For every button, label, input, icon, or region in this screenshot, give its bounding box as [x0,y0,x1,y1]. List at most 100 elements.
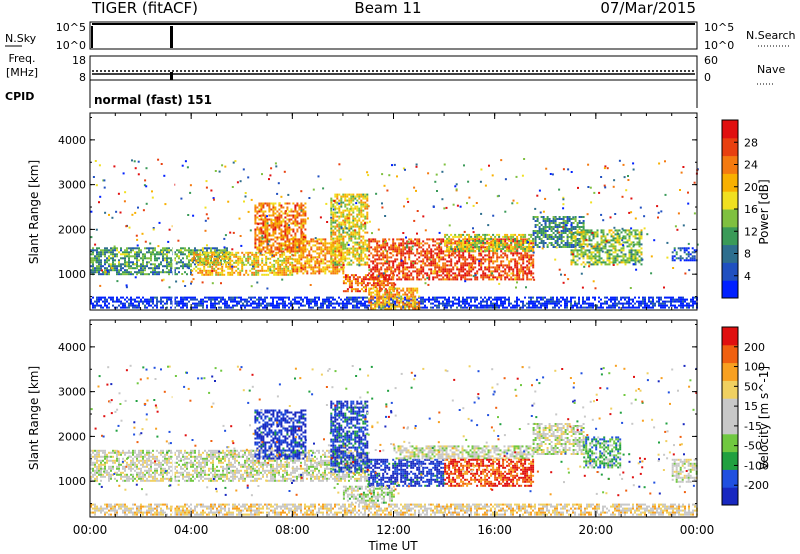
data-cell [638,237,641,240]
data-cell [250,304,252,307]
data-cell [288,218,291,221]
data-cell [198,249,200,252]
data-cell [552,238,555,240]
data-cell [438,256,441,259]
data-cell [528,243,531,246]
data-cell [110,296,112,299]
data-cell [284,216,287,219]
data-cell [442,262,445,265]
data-cell [482,246,485,249]
data-cell [428,252,431,255]
data-cell [604,247,607,250]
data-cell [458,274,461,277]
data-cell [458,245,461,248]
data-cell [492,238,495,241]
data-cell [396,258,399,261]
data-cell [286,226,289,229]
data-cell [240,304,242,307]
data-cell [328,250,331,253]
data-cell [434,258,437,261]
data-cell [195,259,198,262]
data-cell [464,245,467,248]
data-cell [352,231,355,234]
data-cell [108,273,110,276]
data-cell [306,262,309,265]
data-cell [550,226,553,228]
data-cell [286,224,289,227]
data-cell [258,306,260,309]
data-cell [448,270,451,273]
data-cell [462,238,465,241]
data-cell [278,250,281,253]
data-cell [470,258,473,261]
data-cell [207,265,210,268]
data-cell [338,223,341,226]
data-cell [134,247,136,250]
data-cell [366,261,369,264]
data-cell [278,236,281,239]
data-cell [132,304,134,307]
data-cell [578,249,581,252]
data-cell [492,260,495,263]
data-cell [426,256,429,259]
data-cell [480,276,483,279]
data-cell [588,249,591,252]
data-cell [336,302,338,305]
data-cell [274,228,277,231]
data-cell [257,271,260,274]
data-cell [308,262,311,265]
data-cell [304,270,307,273]
data-cell [358,290,361,293]
data-cell [196,249,198,252]
data-cell [209,255,212,258]
data-cell [270,304,272,307]
data-cell [124,253,126,256]
data-cell [300,220,303,223]
data-cell [264,232,267,235]
data-cell [279,269,282,272]
data-cell [378,286,381,289]
data-cell [273,269,276,272]
data-cell [350,284,353,287]
data-cell [142,259,144,262]
data-cell [578,253,581,256]
data-cell [112,263,114,266]
data-cell [366,249,369,252]
data-cell [528,254,531,257]
data-cell [233,271,236,274]
data-cell [578,228,581,230]
data-cell [364,205,367,208]
data-cell [278,226,281,229]
data-cell [374,250,377,253]
data-cell [484,276,487,279]
data-cell [360,247,363,250]
data-cell [252,296,254,299]
data-cell [582,220,585,222]
data-cell [582,241,585,244]
data-cell [164,253,166,256]
data-cell [586,229,589,232]
data-cell [356,243,359,246]
data-cell [518,233,521,236]
data-cell [338,227,341,230]
data-cell [330,213,333,216]
data-cell [300,252,303,255]
data-cell [342,193,345,196]
data-cell [106,267,108,270]
data-cell [488,264,491,267]
data-cell [342,231,345,234]
data-cell [356,276,359,279]
data-cell [229,263,232,266]
data-cell [568,246,571,248]
data-cell [310,300,312,303]
data-cell [612,243,615,246]
data-cell [402,272,405,275]
data-cell [104,263,106,266]
data-cell [249,257,252,260]
data-cell [498,241,501,244]
data-cell [298,268,301,271]
data-cell [284,240,287,243]
data-cell [332,241,335,244]
data-cell [233,261,236,264]
data-cell [264,238,267,241]
